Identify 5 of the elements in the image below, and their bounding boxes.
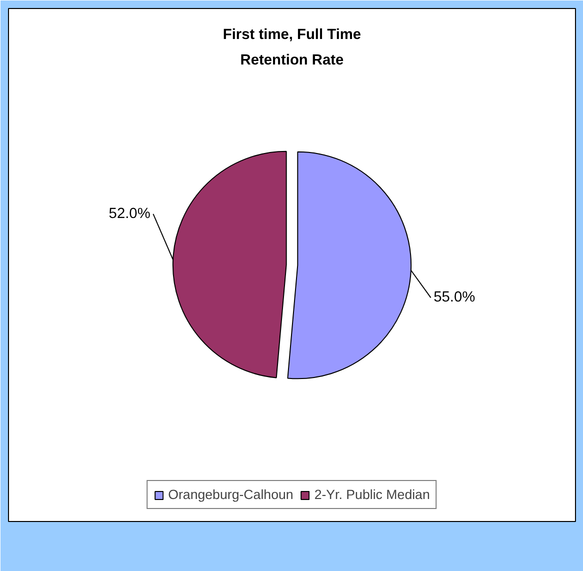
- data-label: 55.0%: [434, 290, 476, 306]
- chart-title: First time, Full Time Retention Rate: [222, 26, 362, 68]
- legend-label: 2-Yr. Public Median: [314, 487, 430, 502]
- data-label: 52.0%: [108, 206, 150, 222]
- legend-label: Orangeburg-Calhoun: [168, 487, 294, 502]
